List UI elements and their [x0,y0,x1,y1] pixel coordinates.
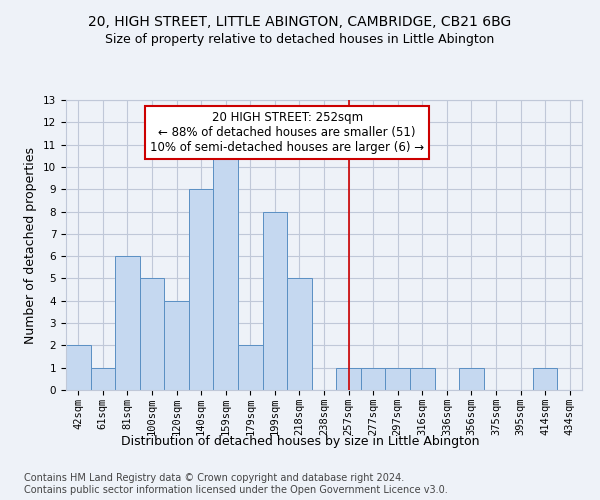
Bar [287,278,312,390]
Bar [385,368,410,390]
Bar [91,368,115,390]
Bar [533,368,557,390]
Text: Size of property relative to detached houses in Little Abington: Size of property relative to detached ho… [106,32,494,46]
Bar [214,144,238,390]
Bar [459,368,484,390]
Bar [140,278,164,390]
Bar [263,212,287,390]
Text: Distribution of detached houses by size in Little Abington: Distribution of detached houses by size … [121,435,479,448]
Y-axis label: Number of detached properties: Number of detached properties [25,146,37,344]
Text: Contains HM Land Registry data © Crown copyright and database right 2024.
Contai: Contains HM Land Registry data © Crown c… [24,474,448,495]
Bar [238,346,263,390]
Bar [410,368,434,390]
Text: 20 HIGH STREET: 252sqm
← 88% of detached houses are smaller (51)
10% of semi-det: 20 HIGH STREET: 252sqm ← 88% of detached… [150,111,424,154]
Bar [66,346,91,390]
Bar [115,256,140,390]
Text: 20, HIGH STREET, LITTLE ABINGTON, CAMBRIDGE, CB21 6BG: 20, HIGH STREET, LITTLE ABINGTON, CAMBRI… [88,15,512,29]
Bar [189,189,214,390]
Bar [164,301,189,390]
Bar [361,368,385,390]
Bar [336,368,361,390]
